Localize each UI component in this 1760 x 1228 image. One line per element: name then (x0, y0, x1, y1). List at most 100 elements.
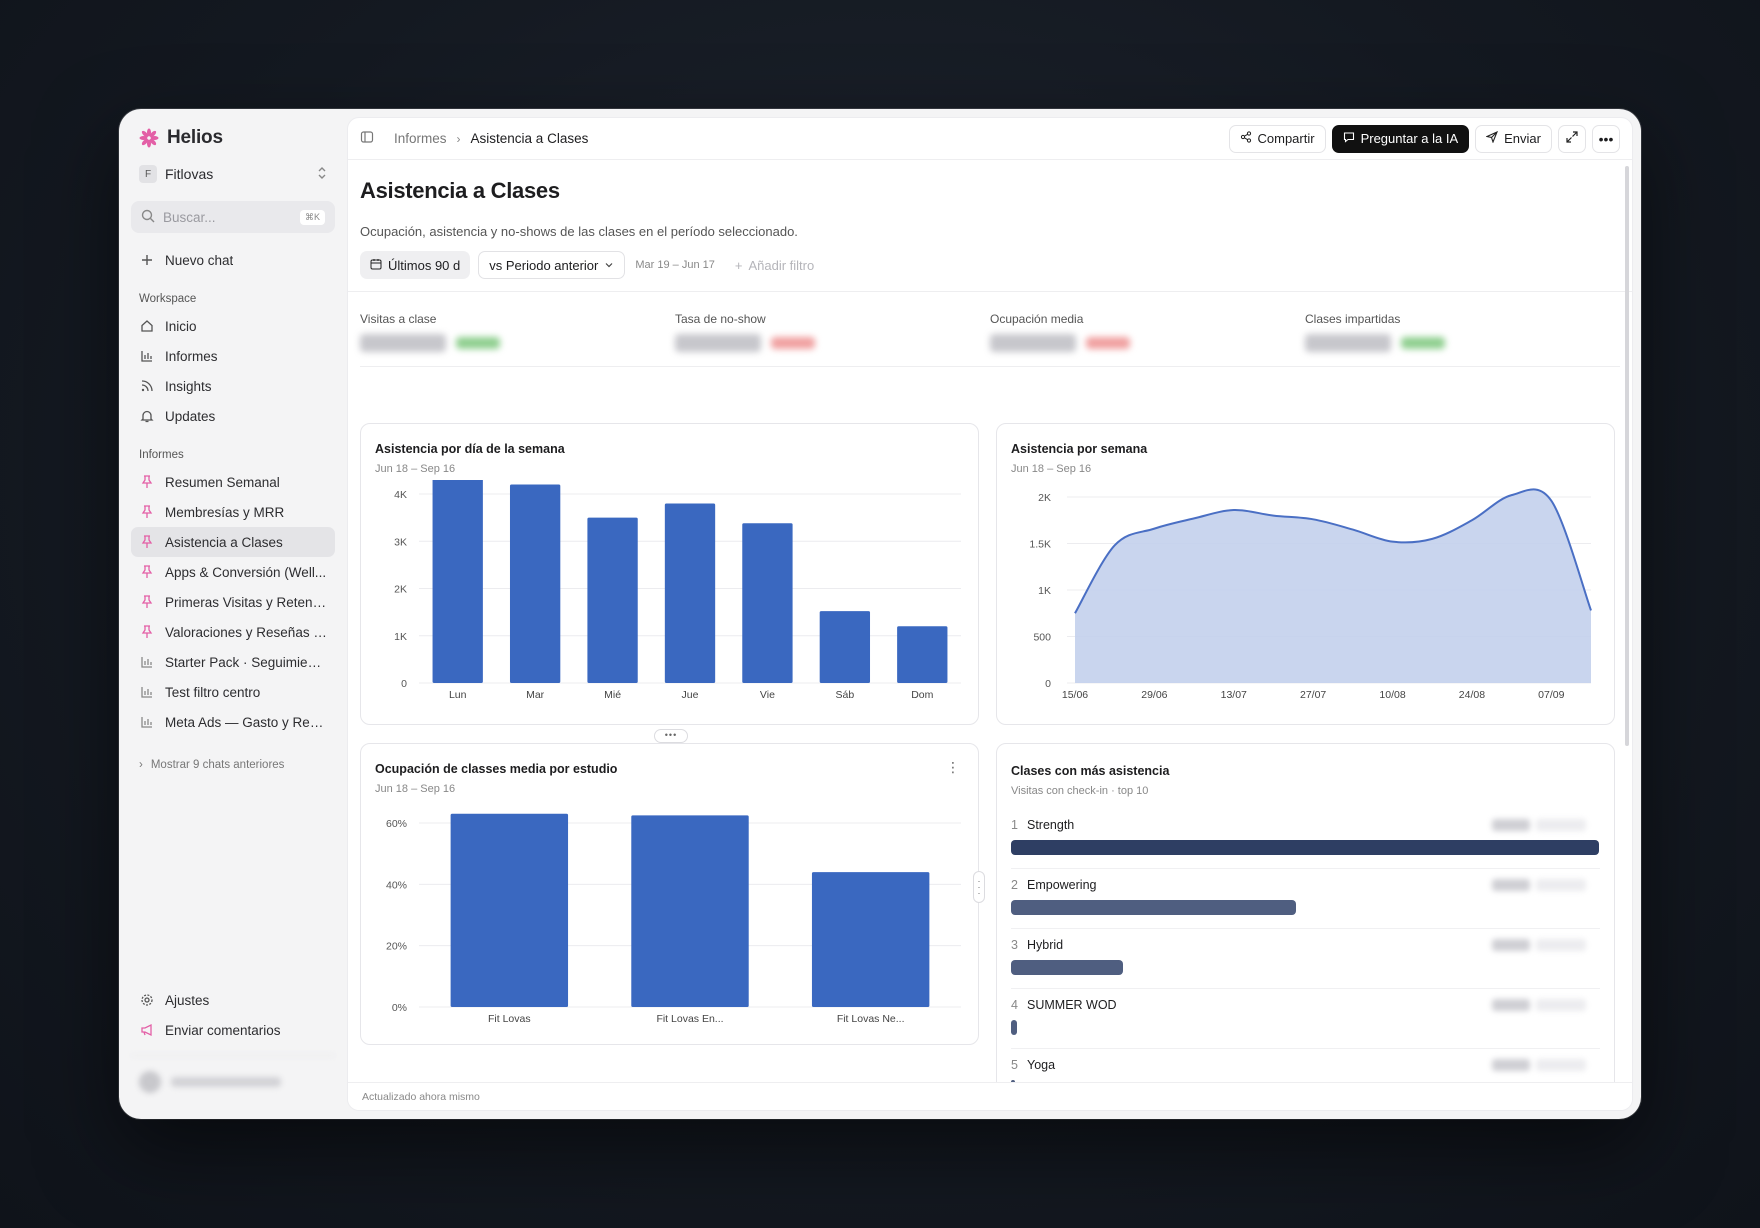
y-tick-label: 40% (386, 879, 407, 891)
compare-dates: Mar 19 – Jun 17 (635, 259, 715, 271)
user-name-blurred (171, 1076, 281, 1087)
rank-number: 1 (1011, 818, 1018, 832)
sidebar-item-updates[interactable]: Updates (131, 401, 335, 431)
sidebar-item-informes[interactable]: Informes (131, 341, 335, 371)
compare-select[interactable]: vs Periodo anterior (478, 251, 626, 279)
sidebar-item-label: Apps & Conversión (Well... (165, 564, 327, 580)
sidebar-report-item[interactable]: Apps & Conversión (Well... (131, 557, 335, 587)
sidebar-item-inicio[interactable]: Inicio (131, 311, 335, 341)
send-icon (1485, 130, 1499, 146)
sidebar-item-label: Updates (165, 408, 216, 424)
workspace-section-label: Workspace (139, 293, 197, 305)
send-label: Enviar (1504, 131, 1541, 146)
report-content: Asistencia a Clases Ocupación, asistenci… (348, 160, 1632, 367)
brand[interactable]: Helios (131, 125, 335, 151)
top-classes-card: Clases con más asistencia Visitas con ch… (996, 743, 1615, 1103)
x-tick-label: 15/06 (1062, 689, 1088, 701)
class-name: Strength (1027, 818, 1075, 832)
feedback-button[interactable]: Enviar comentarios (131, 1015, 335, 1045)
breadcrumb-parent[interactable]: Informes (394, 131, 447, 146)
class-name: SUMMER WOD (1027, 998, 1117, 1012)
search-input[interactable] (163, 209, 292, 225)
sidebar-report-item[interactable]: Asistencia a Clases (131, 527, 335, 557)
bar (631, 815, 749, 1007)
bar-chart-icon (139, 349, 155, 363)
chevron-right-icon: › (456, 131, 461, 146)
card-subtitle: Jun 18 – Sep 16 (375, 463, 456, 475)
report-list: Resumen Semanal Membresías y MRR Asistenci… (131, 467, 335, 737)
bar (450, 813, 569, 1007)
card-subtitle: Jun 18 – Sep 16 (375, 783, 456, 795)
sidebar-report-item[interactable]: Starter Pack · Seguimient... (131, 647, 335, 677)
user-profile[interactable] (131, 1055, 335, 1107)
scrollbar[interactable] (1625, 166, 1629, 746)
y-tick-label: 3K (394, 536, 407, 548)
chat-bubble-icon (1343, 131, 1355, 146)
expand-icon (1566, 131, 1578, 146)
sidebar-toggle-icon[interactable] (360, 130, 374, 147)
kpi-label: Tasa de no-show (675, 312, 766, 326)
x-tick-label: 29/06 (1141, 689, 1167, 701)
row-resize-handle[interactable]: ••• (654, 729, 688, 743)
list-item[interactable]: 2 Empowering (1011, 869, 1600, 929)
show-more-chats-button[interactable]: › Mostrar 9 chats anteriores (131, 759, 335, 771)
share-label: Compartir (1257, 131, 1315, 146)
kpi-value-blurred (990, 334, 1305, 352)
breadcrumb-current: Asistencia a Clases (470, 131, 589, 146)
date-range-filter[interactable]: Últimos 90 d (360, 251, 471, 279)
share-button[interactable]: Compartir (1228, 124, 1326, 153)
search-shortcut: ⌘K (299, 209, 325, 225)
sidebar-report-item[interactable]: Resumen Semanal (131, 467, 335, 497)
y-tick-label: 0% (392, 1002, 407, 1014)
new-chat-label: Nuevo chat (165, 252, 234, 268)
sidebar-report-item[interactable]: Meta Ads — Gasto y Rend... (131, 707, 335, 737)
page-title: Asistencia a Clases (360, 178, 560, 203)
org-switcher[interactable]: F Fitlovas (131, 159, 335, 189)
send-button[interactable]: Enviar (1475, 124, 1552, 153)
ask-ai-button[interactable]: Preguntar a la IA (1331, 124, 1470, 153)
bar (897, 626, 948, 683)
y-tick-label: 1.5K (1029, 539, 1051, 551)
card-title: Asistencia por semana (1011, 442, 1148, 456)
x-tick-label: Fit Lovas En... (656, 1013, 723, 1025)
column-resize-handle[interactable]: · · · (973, 871, 985, 903)
bar-chart-icon (139, 655, 155, 669)
sidebar-report-item[interactable]: Valoraciones y Reseñas (... (131, 617, 335, 647)
pin-icon (139, 505, 155, 519)
more-options-button[interactable]: ••• (1592, 124, 1620, 153)
feedback-label: Enviar comentarios (165, 1022, 281, 1038)
class-value-blurred (1476, 819, 1586, 833)
bar (432, 480, 483, 683)
sidebar-item-label: Starter Pack · Seguimient... (165, 654, 327, 670)
pin-icon (139, 475, 155, 489)
top-classes-list: 1 Strength 2 Empowering 3 Hybrid 4 SUMMER WOD 5 Y… (997, 797, 1614, 1102)
avatar (139, 1070, 161, 1093)
settings-button[interactable]: Ajustes (131, 985, 335, 1015)
rank-bar (1011, 840, 1599, 855)
new-chat-button[interactable]: Nuevo chat (131, 245, 335, 275)
search-box[interactable]: ⌘K (131, 201, 335, 233)
y-tick-label: 4K (394, 489, 407, 501)
home-icon (139, 319, 155, 333)
sidebar-item-label: Primeras Visitas y Retenci... (165, 594, 327, 610)
pin-icon (139, 565, 155, 579)
list-item[interactable]: 3 Hybrid (1011, 929, 1600, 989)
x-tick-label: Dom (911, 689, 933, 701)
x-tick-label: Lun (449, 689, 467, 701)
compare-label: vs Periodo anterior (489, 257, 599, 273)
sidebar-report-item[interactable]: Test filtro centro (131, 677, 335, 707)
kpi-label: Visitas a clase (360, 312, 437, 326)
add-filter-button[interactable]: + Añadir filtro (725, 251, 824, 279)
expand-button[interactable] (1558, 124, 1586, 153)
list-item[interactable]: 1 Strength (1011, 809, 1600, 869)
studio-bar-chart: 0% 20% 40% 60% Fit Lovas Fit Lovas En... Fit L… (386, 813, 961, 1025)
sidebar-item-insights[interactable]: Insights (131, 371, 335, 401)
x-tick-label: 07/09 (1538, 689, 1564, 701)
weekly-attendance-card: Asistencia por semana Jun 18 – Sep 16 0 5… (996, 423, 1615, 725)
kpi-row: Visitas a clase Tasa de no-show Ocupació… (360, 312, 1620, 367)
sidebar-report-item[interactable]: Membresías y MRR (131, 497, 335, 527)
class-value-blurred (1476, 1059, 1586, 1073)
card-menu-icon[interactable]: ⋮ (946, 759, 960, 775)
list-item[interactable]: 4 SUMMER WOD (1011, 989, 1600, 1049)
sidebar-report-item[interactable]: Primeras Visitas y Retenci... (131, 587, 335, 617)
